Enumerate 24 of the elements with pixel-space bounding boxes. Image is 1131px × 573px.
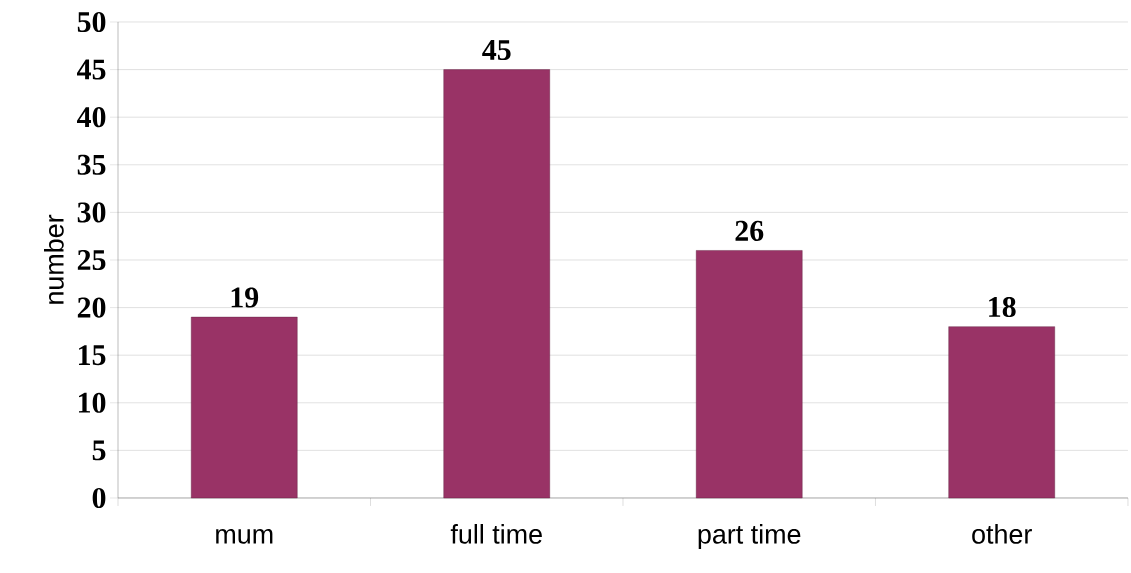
bar: [696, 250, 803, 499]
data-label: 18: [989, 296, 1016, 318]
bar: [191, 316, 298, 499]
bar: [948, 326, 1055, 499]
y-tick-label: 35: [77, 154, 106, 175]
data-label: 19: [231, 287, 259, 308]
y-tick-label: 20: [77, 297, 106, 318]
y-axis-title: number: [44, 214, 64, 304]
data-label: 45: [482, 40, 511, 61]
y-tick-label: 50: [77, 11, 106, 33]
x-tick-label: mum: [216, 529, 273, 544]
bar: [443, 69, 550, 499]
y-tick-label: 5: [92, 440, 106, 461]
y-tick-label: 30: [77, 202, 106, 223]
y-tick-label: 45: [77, 59, 106, 80]
y-tick-label: 25: [77, 249, 106, 271]
x-tick-label: part time: [698, 524, 801, 550]
x-tick-label: other: [972, 524, 1032, 544]
x-tick-label: full time: [450, 524, 542, 544]
y-tick-label: 15: [78, 345, 106, 366]
y-tick-label: 10: [78, 392, 106, 413]
y-tick-label: 40: [77, 107, 106, 128]
y-tick-label: 0: [92, 487, 106, 509]
data-label: 26: [735, 220, 764, 241]
